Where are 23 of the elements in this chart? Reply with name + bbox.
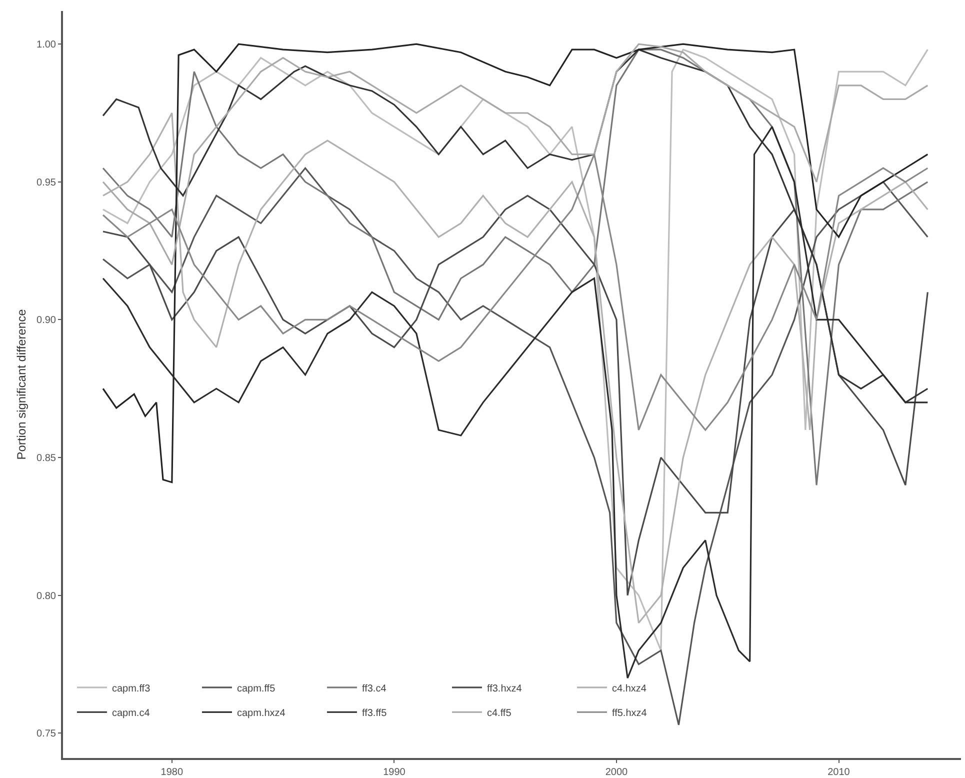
- legend-label: ff3.ff5: [362, 708, 388, 720]
- y-tick-label: 0.95: [36, 177, 56, 188]
- legend-label: capm.ff5: [236, 683, 276, 694]
- legend-label: capm.c4: [112, 708, 150, 720]
- y-tick-label: 0.75: [36, 728, 56, 740]
- line-series: [102, 48, 928, 652]
- x-tick-label: 2010: [828, 767, 850, 778]
- legend-label: capm.hxz4: [236, 708, 286, 720]
- x-tick-label: 1990: [383, 767, 406, 778]
- y-tick-label: 1.00: [36, 40, 56, 51]
- legend-label: capm.ff3: [112, 683, 151, 694]
- legend-label: c4.ff5: [486, 708, 512, 720]
- legend-label: c4.hxz4: [612, 683, 647, 694]
- legend-label: ff3.hxz4: [486, 683, 522, 694]
- legend-label: ff3.c4: [362, 683, 387, 694]
- legend-label: ff5.hxz4: [612, 708, 648, 720]
- line-series: [102, 154, 928, 431]
- x-tick-label: 2000: [605, 767, 628, 778]
- y-tick-label: 0.85: [36, 453, 56, 464]
- x-tick-label: 1980: [160, 767, 184, 778]
- y-tick-label: 0.80: [36, 590, 56, 602]
- y-axis-title: Portion significant difference: [14, 308, 28, 460]
- y-tick-label: 0.90: [36, 315, 56, 326]
